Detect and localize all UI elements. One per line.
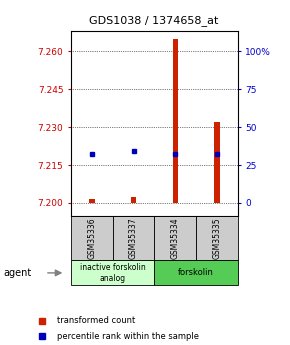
- Bar: [155, 216, 196, 260]
- Text: agent: agent: [3, 268, 31, 278]
- Bar: [155, 260, 238, 285]
- Bar: [71, 260, 155, 285]
- Bar: [89, 199, 95, 203]
- Text: GSM35337: GSM35337: [129, 217, 138, 259]
- Bar: [71, 216, 113, 260]
- Text: GDS1038 / 1374658_at: GDS1038 / 1374658_at: [89, 16, 218, 27]
- Bar: [173, 39, 178, 203]
- Text: GSM35335: GSM35335: [213, 217, 222, 259]
- Text: GSM35334: GSM35334: [171, 217, 180, 259]
- Text: inactive forskolin
analog: inactive forskolin analog: [80, 263, 146, 283]
- Bar: [131, 197, 136, 203]
- Text: percentile rank within the sample: percentile rank within the sample: [57, 332, 199, 341]
- Bar: [214, 122, 220, 203]
- Text: forskolin: forskolin: [178, 268, 214, 277]
- Bar: [196, 216, 238, 260]
- Text: GSM35336: GSM35336: [87, 217, 96, 259]
- Text: transformed count: transformed count: [57, 316, 135, 325]
- Bar: [113, 216, 155, 260]
